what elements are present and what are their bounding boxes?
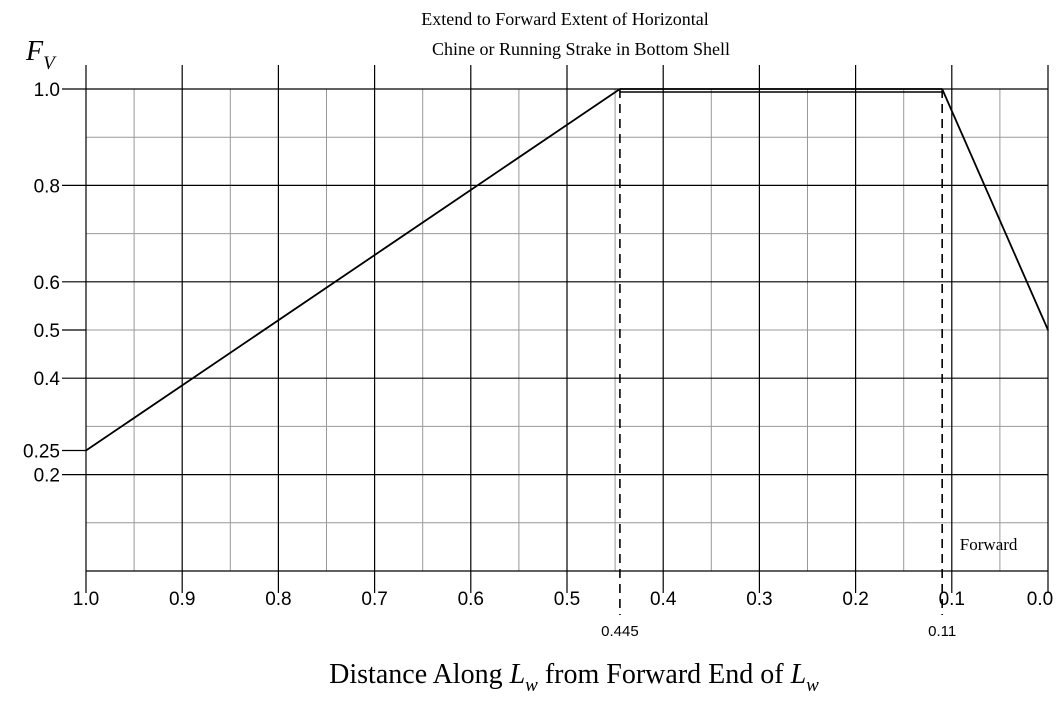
series-segment [941,88,1049,331]
y-tick-label: 1.0 [34,80,60,101]
y-tick-labels: 1.0 0.8 0.6 0.5 0.4 0.25 0.2 [23,80,60,487]
x-tick-label: 0.3 [746,589,772,610]
x-axis-subscript-2: w [806,675,819,696]
series-segment [85,88,621,452]
y-tick-label: 0.5 [34,321,60,342]
major-grid [62,65,1049,593]
x-tick-label: 0.2 [842,589,868,610]
data-point [1047,329,1049,331]
x-extra-tick-label: 0.11 [928,623,956,640]
data-point [619,88,621,90]
reference-lines [619,89,943,615]
x-axis-label: Distance Along Lw from Forward End of Lw [329,659,819,696]
x-tick-label: 0.1 [939,589,965,610]
data-point [85,449,87,452]
x-tick-label: 0.8 [265,589,291,610]
y-tick-label: 0.6 [34,273,60,294]
y-tick-label: 0.25 [23,442,60,463]
y-axis-subscript: V [43,53,57,74]
x-axis-label-middle: from Forward End of [538,659,791,690]
top-annotation-line1: Extend to Forward Extent of Horizontal [421,9,708,29]
x-tick-label: 0.0 [1027,589,1053,610]
data-point [941,88,943,90]
x-tick-labels: 1.0 0.9 0.8 0.7 0.6 0.5 0.4 0.3 0.2 0.1 0.0 [73,589,1053,610]
y-tick-label: 0.8 [34,176,60,197]
x-tick-label: 0.5 [554,589,580,610]
y-tick-label: 0.2 [34,466,60,487]
x-axis-symbol-2: L [790,659,807,690]
x-axis-subscript-1: w [525,675,538,696]
x-tick-label: 0.7 [361,589,387,610]
annotation-forward: Forward [960,535,1018,554]
x-tick-label: 1.0 [73,589,99,610]
x-extra-tick-label: 0.445 [601,623,639,640]
x-axis-label-prefix: Distance Along [329,659,509,690]
y-tick-label: 0.4 [34,369,61,390]
x-tick-label: 0.4 [650,589,677,610]
x-extra-tick-labels: 0.445 0.11 [601,623,956,640]
y-axis-label: FV [25,36,57,74]
x-tick-label: 0.6 [458,589,484,610]
y-axis-symbol: F [25,36,44,67]
x-tick-label: 0.9 [169,589,195,610]
x-axis-symbol-1: L [509,659,526,690]
top-annotation-line2: Chine or Running Strake in Bottom Shell [432,39,730,59]
series-lines [85,88,1049,452]
